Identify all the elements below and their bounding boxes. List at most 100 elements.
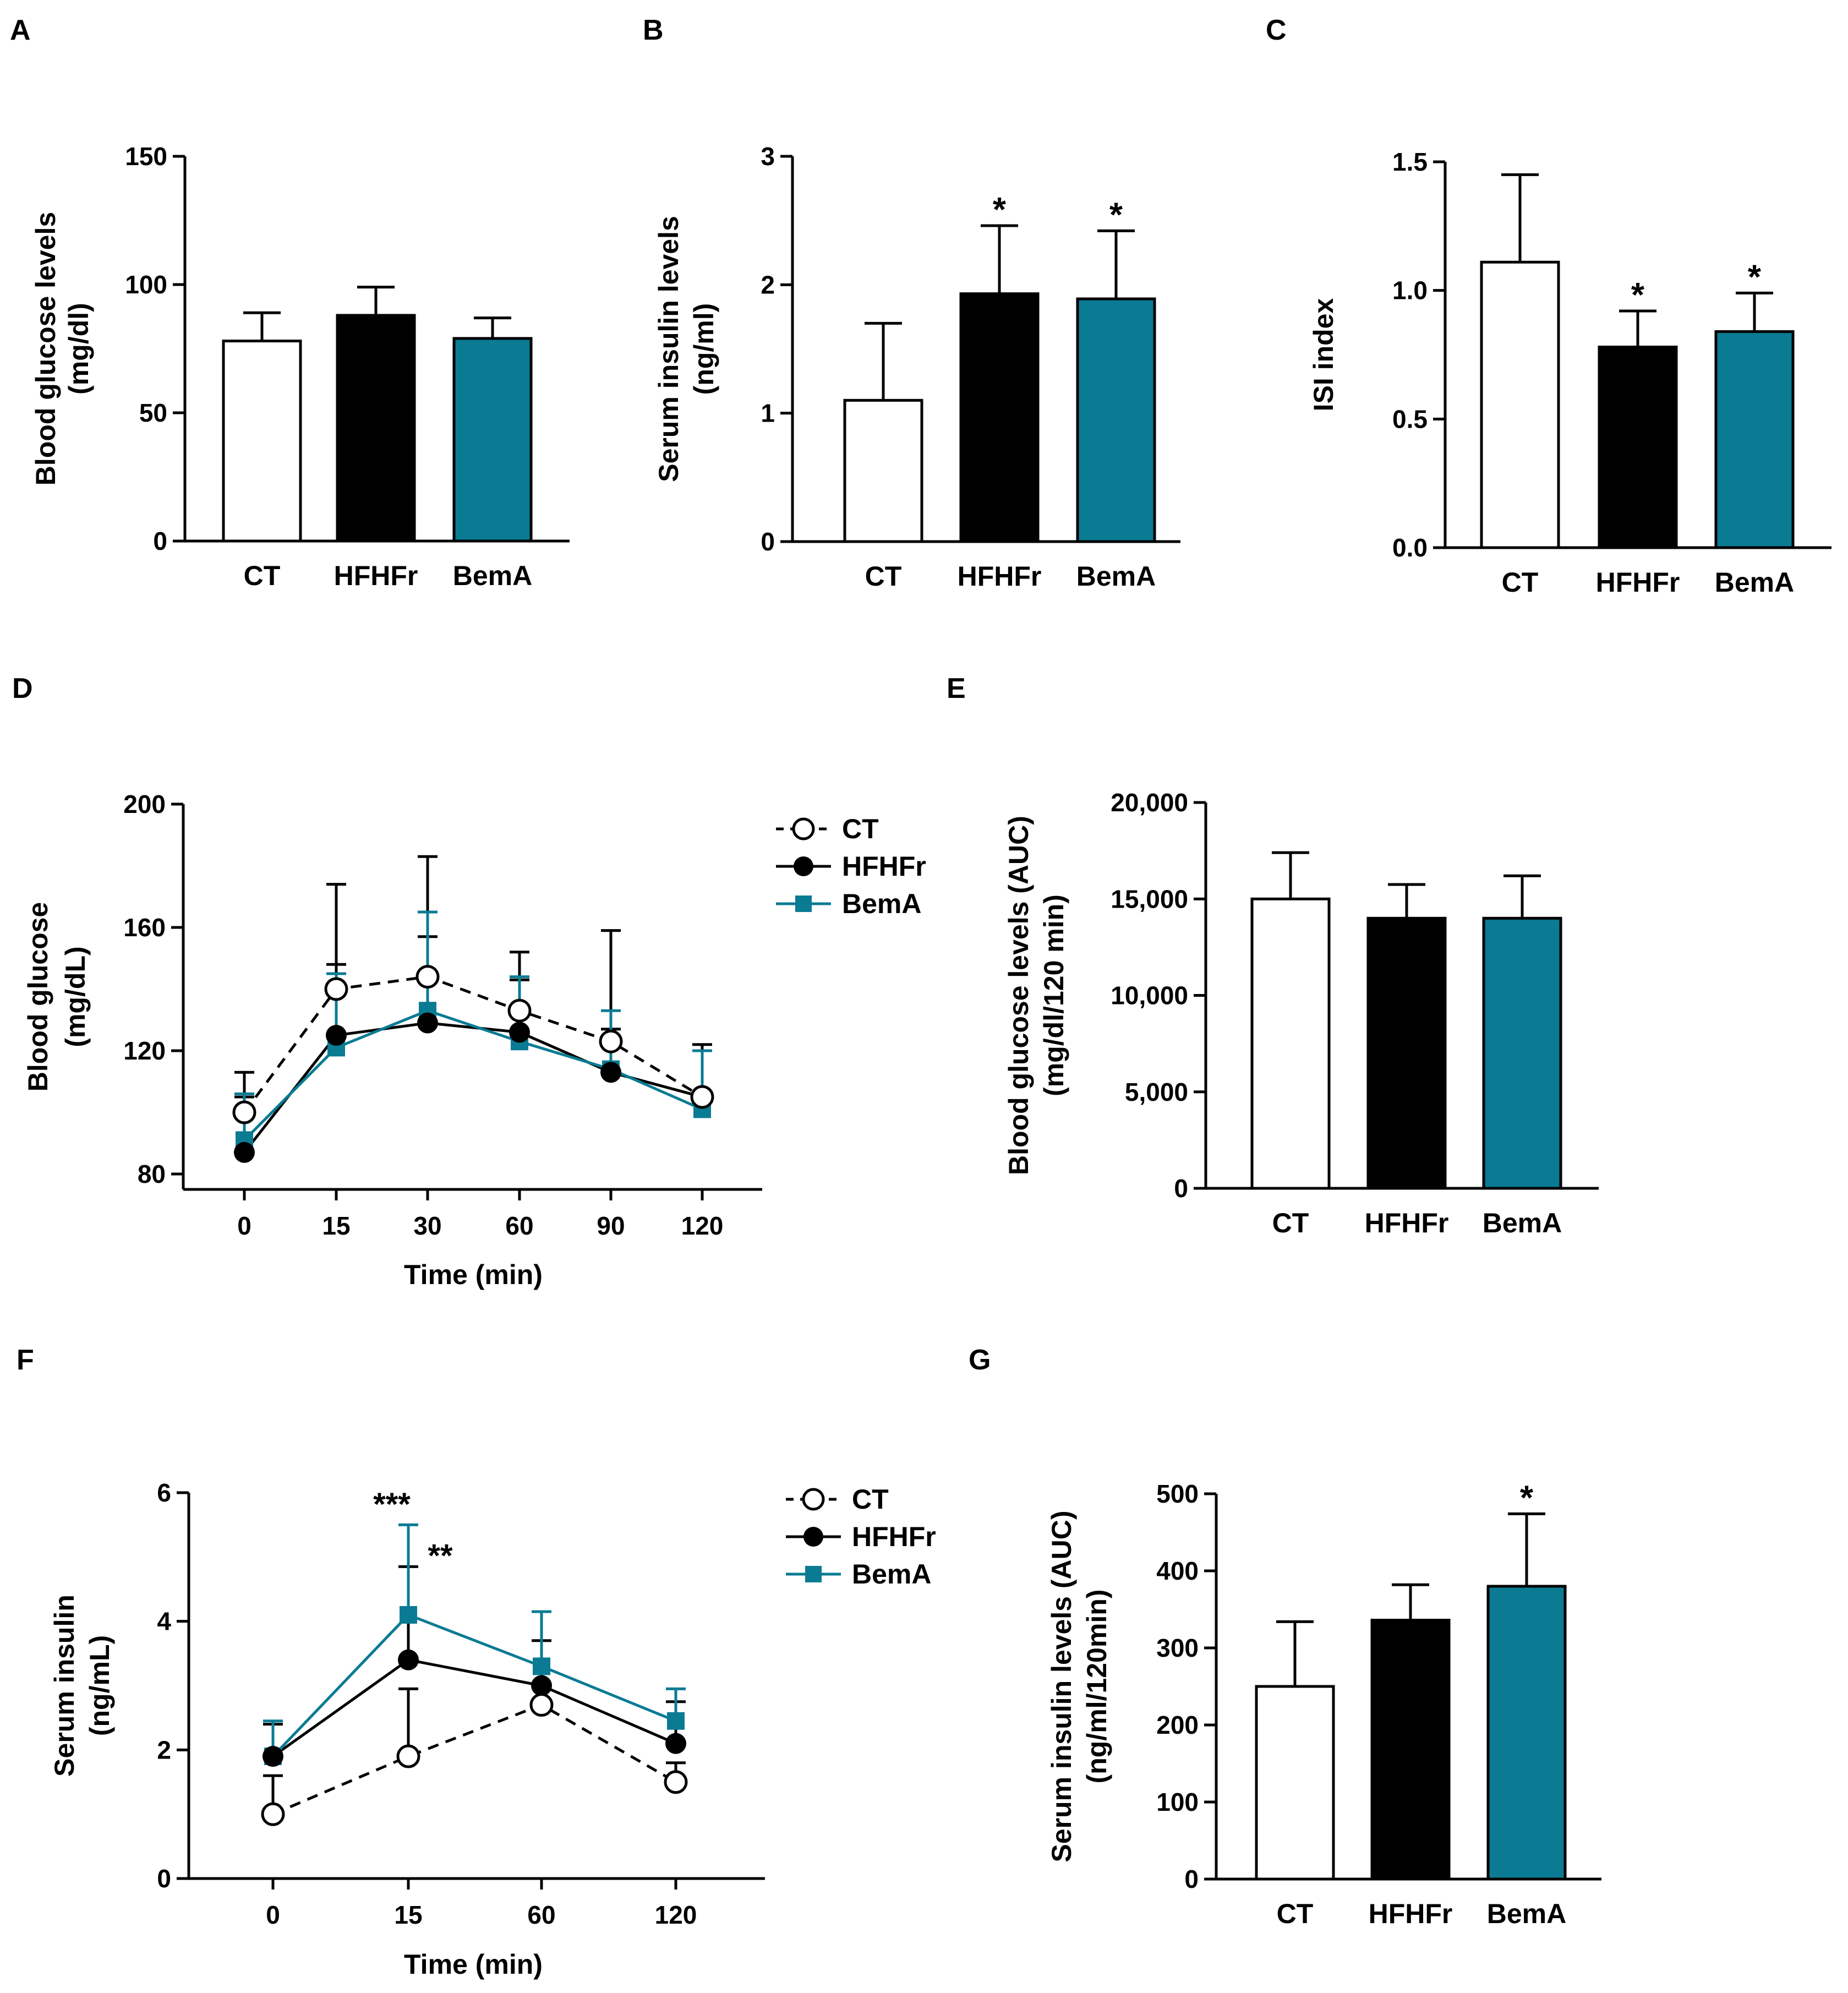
y-tick-label: 0 <box>1184 1865 1199 1893</box>
marker-hfhfr <box>417 1012 438 1034</box>
y-tick-label: 6 <box>157 1478 171 1507</box>
bar-hfhfr <box>1598 345 1678 549</box>
x-category-label: BemA <box>1483 1208 1562 1238</box>
x-tick-label: 120 <box>655 1901 697 1929</box>
bar-hfhfr <box>959 292 1040 543</box>
x-category-label: CT <box>1277 1898 1314 1929</box>
marker-hfhfr <box>509 1022 530 1043</box>
bar-ct <box>1250 897 1331 1190</box>
significance-star: * <box>1631 276 1645 314</box>
x-category-label: HFHFr <box>1365 1208 1449 1238</box>
x-category-label: HFHFr <box>334 560 418 591</box>
marker-ct <box>261 1802 285 1826</box>
bar-bema <box>1714 330 1795 549</box>
x-tick-label: 15 <box>322 1211 350 1240</box>
marker-hfhfr <box>263 1746 283 1767</box>
marker-hfhfr <box>326 1025 347 1046</box>
bar-bema <box>1482 916 1562 1190</box>
marker-bema <box>400 1606 417 1624</box>
x-category-label: BemA <box>1715 567 1794 598</box>
x-category-label: HFHFr <box>958 561 1042 592</box>
bar-hfhfr <box>336 314 416 543</box>
panel-label: B <box>643 14 664 46</box>
x-tick-label: 30 <box>413 1211 441 1240</box>
y-tick-label: 0.5 <box>1392 405 1428 433</box>
x-tick-label: 60 <box>527 1901 555 1929</box>
y-axis-label: (ng/mL) <box>84 1635 115 1736</box>
bar-ct <box>222 340 302 543</box>
y-axis-label: Blood glucose <box>23 902 53 1091</box>
marker-hfhfr <box>665 1733 686 1754</box>
marker-ct <box>599 1029 623 1053</box>
series-line-hfhfr <box>272 1658 676 1758</box>
y-tick-label: 5,000 <box>1125 1078 1188 1106</box>
y-tick-label: 3 <box>761 142 775 171</box>
marker-ct <box>690 1085 714 1109</box>
panel-label: A <box>10 14 31 46</box>
y-tick-label: 0 <box>157 1864 171 1893</box>
marker-ct <box>415 965 440 989</box>
panel-B: B CT * HFHFr * BemA 0 1 2 3 Serum insulin levels (n… <box>643 14 1180 592</box>
y-tick-label: 15,000 <box>1111 884 1188 913</box>
significance-star: * <box>1109 196 1123 234</box>
significance-star: * <box>1748 258 1762 296</box>
y-tick-label: 0 <box>761 527 775 556</box>
x-category-label: CT <box>1502 567 1539 598</box>
y-tick-label: 1 <box>761 399 775 428</box>
bar-bema <box>1486 1585 1567 1881</box>
x-category-label: BemA <box>1076 561 1156 592</box>
marker-ct <box>232 1100 256 1124</box>
y-axis-label: Serum insulin levels (AUC) <box>1046 1510 1077 1862</box>
bar-hfhfr <box>1370 1619 1451 1881</box>
panel-F: F 0 2 4 6 Serum insulin (ng/mL) 0 15 60 120 Time (m… <box>17 1344 936 1980</box>
x-axis-label: Time (min) <box>404 1949 543 1980</box>
y-tick-label: 10,000 <box>1111 981 1188 1010</box>
marker-hfhfr <box>803 1527 823 1547</box>
panel-label: C <box>1266 14 1287 46</box>
legend-label-ct: CT <box>842 813 879 844</box>
y-tick-label: 500 <box>1156 1479 1199 1508</box>
y-tick-label: 200 <box>1156 1711 1199 1739</box>
legend: CT HFHFr BemA <box>786 1484 936 1590</box>
x-category-label: CT <box>865 561 902 592</box>
y-axis-label: ISI index <box>1308 298 1339 412</box>
marker-hfhfr <box>234 1142 255 1163</box>
y-tick-label: 100 <box>1156 1788 1199 1816</box>
panel-label: E <box>947 673 966 705</box>
x-category-label: CT <box>1272 1208 1309 1238</box>
y-tick-label: 0 <box>153 527 167 555</box>
y-tick-label: 4 <box>157 1607 171 1636</box>
bar-bema <box>452 337 533 543</box>
legend-label-bema: BemA <box>852 1559 931 1590</box>
marker-ct <box>664 1770 688 1794</box>
y-axis-label: Blood glucose levels (AUC) <box>1003 816 1034 1175</box>
legend-label-hfhfr: HFHFr <box>842 851 926 882</box>
significance-star: * <box>993 191 1007 229</box>
marker-ct <box>507 998 532 1023</box>
panel-A: A CT HFHFr BemA 0 50 100 150 Blood glucose level… <box>10 14 570 591</box>
y-tick-label: 0.0 <box>1392 533 1428 562</box>
x-category-label: CT <box>244 560 281 591</box>
x-tick-label: 90 <box>597 1211 625 1240</box>
marker-hfhfr <box>531 1675 552 1696</box>
y-tick-label: 300 <box>1156 1634 1199 1662</box>
marker-bema <box>805 1566 822 1582</box>
series-line-hfhfr <box>243 1022 703 1154</box>
y-axis-label: (ng/ml) <box>688 303 719 395</box>
marker-hfhfr <box>600 1062 621 1083</box>
y-axis-label: Blood glucose levels <box>30 212 61 485</box>
y-tick-label: 1.5 <box>1392 148 1428 176</box>
bar-ct <box>1255 1685 1335 1881</box>
y-tick-label: 50 <box>139 398 167 427</box>
y-axis-label: (mg/dl) <box>63 303 94 395</box>
x-category-label: BemA <box>453 560 532 591</box>
legend-label-hfhfr: HFHFr <box>852 1521 936 1552</box>
marker-bema <box>533 1657 550 1675</box>
panel-C: C CT * HFHFr * BemA 0.0 0.5 1.0 1.5 ISI index <box>1266 14 1831 598</box>
marker-hfhfr <box>794 856 813 876</box>
panel-label: F <box>17 1344 34 1376</box>
y-tick-label: 120 <box>123 1036 166 1065</box>
y-tick-label: 100 <box>125 270 167 299</box>
series-line-ct <box>272 1703 677 1816</box>
